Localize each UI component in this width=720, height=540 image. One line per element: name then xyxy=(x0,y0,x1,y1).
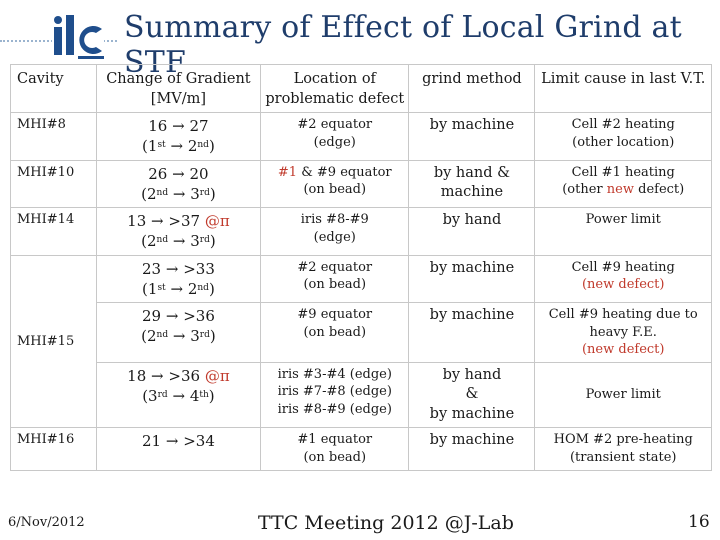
arrow-icon: → xyxy=(151,212,164,231)
method-cell: by hand xyxy=(408,207,536,256)
location-cell: iris #8-#9 (edge) xyxy=(260,207,410,256)
page-number: 16 xyxy=(688,512,710,532)
table-row: MHI#8 16 → 27 (1st → 2nd) #2 equator (edg… xyxy=(10,112,712,161)
table-row: MHI#14 13 → >37 @π (2nd → 3rd) iris #8-#… xyxy=(10,207,712,256)
limit-cell: HOM #2 pre-heating (transient state) xyxy=(534,427,712,471)
gradient-cell: 21 → >34 xyxy=(95,427,262,471)
limit-cell: Cell #1 heating (other new defect) xyxy=(534,159,712,209)
cavity-cell: MHI#8 xyxy=(10,112,97,161)
method-cell: by machine xyxy=(408,254,536,304)
cavity-cell: MHI#15 xyxy=(10,254,97,429)
table-row: 29 → >36 (2nd → 3rd) #9 equator (on bead)… xyxy=(11,302,712,363)
arrow-icon: → xyxy=(170,137,184,156)
header-gradient: Change of Gradient [MV/m] xyxy=(95,63,262,114)
summary-table: Cavity Change of Gradient [MV/m] Locatio… xyxy=(10,63,712,471)
header-limit: Limit cause in last V.T. xyxy=(534,63,712,114)
table-row: MHI#15 23 → >33 (1st → 2nd) #2 equator (o… xyxy=(10,254,712,429)
limit-cell: Power limit xyxy=(534,207,712,256)
cavity-cell: MHI#10 xyxy=(10,159,97,209)
arrow-icon: → xyxy=(165,432,179,451)
location-cell: #2 equator (edge) xyxy=(260,112,410,161)
gradient-cell: 29 → >36 (2nd → 3rd) xyxy=(95,302,262,363)
location-cell: #1 & #9 equator (on bead) xyxy=(260,159,410,209)
arrow-icon: → xyxy=(170,279,184,298)
cavity-cell: MHI#16 xyxy=(10,427,97,471)
arrow-icon: → xyxy=(172,327,186,346)
header-cavity: Cavity xyxy=(10,63,97,114)
method-cell: by hand & by machine xyxy=(408,361,536,429)
arrow-icon: → xyxy=(172,232,186,251)
table-row: MHI#10 26 → 20 (2nd → 3rd) #1 & #9 equat… xyxy=(10,159,712,209)
gradient-cell: 13 → >37 @π (2nd → 3rd) xyxy=(95,207,262,256)
gradient-cell: 16 → 27 (1st → 2nd) xyxy=(95,112,262,161)
method-cell: by machine xyxy=(408,427,536,471)
footer-meeting: TTC Meeting 2012 @J-Lab xyxy=(258,512,514,534)
table-row: 18 → >36 @π (3rd → 4th) iris #3-#4 (edge… xyxy=(11,361,712,429)
location-cell: #2 equator (on bead) xyxy=(260,254,410,304)
location-cell: iris #3-#4 (edge) iris #7-#8 (edge) iris #… xyxy=(260,361,410,429)
limit-cell: Power limit xyxy=(534,361,712,429)
table-header-row: Cavity Change of Gradient [MV/m] Locatio… xyxy=(10,63,712,114)
limit-cell: Cell #2 heating (other location) xyxy=(534,112,712,161)
arrow-icon: → xyxy=(151,366,164,385)
header-location: Location of problematic defect xyxy=(260,63,410,114)
table-row: MHI#16 21 → >34 #1 equator (on bead) by m… xyxy=(10,427,712,471)
gradient-cell: 18 → >36 @π (3rd → 4th) xyxy=(95,361,262,429)
method-cell: by hand & machine xyxy=(408,159,536,209)
location-cell: #1 equator (on bead) xyxy=(260,427,410,471)
arrow-icon: → xyxy=(172,387,186,406)
method-cell: by machine xyxy=(408,302,536,363)
arrow-icon: → xyxy=(172,184,186,203)
cavity-cell: MHI#14 xyxy=(10,207,97,256)
limit-cell: Cell #9 heating due to heavy F.E. (new def… xyxy=(534,302,712,363)
arrow-icon: → xyxy=(172,117,185,136)
ilc-logo xyxy=(52,11,104,61)
gradient-cell: 23 → >33 (1st → 2nd) xyxy=(95,254,262,304)
header-method: grind method xyxy=(408,63,536,114)
gradient-cell: 26 → 20 (2nd → 3rd) xyxy=(95,159,262,209)
arrow-icon: → xyxy=(165,307,179,326)
footer-date: 6/Nov/2012 xyxy=(8,515,85,530)
location-cell: #9 equator (on bead) xyxy=(260,302,410,363)
arrow-icon: → xyxy=(165,259,179,278)
limit-cell: Cell #9 heating (new defect) xyxy=(534,254,712,304)
method-cell: by machine xyxy=(408,112,536,161)
arrow-icon: → xyxy=(172,164,185,183)
